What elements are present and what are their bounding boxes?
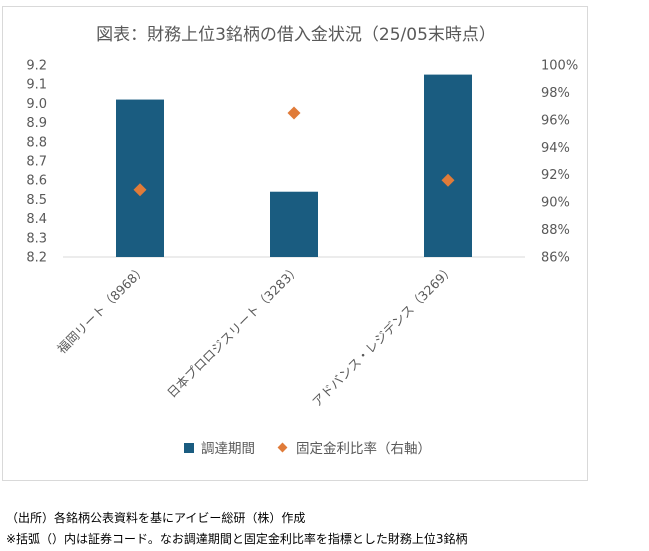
rate-marker	[133, 183, 147, 197]
left-tick-label: 8.6	[26, 174, 47, 189]
left-tick-label: 8.9	[26, 116, 47, 131]
left-tick-label: 8.4	[26, 212, 47, 227]
category-label: アドバンス・レジデンス（3269）	[309, 262, 457, 410]
legend-bar-swatch	[184, 443, 194, 453]
right-tick-label: 94%	[541, 141, 570, 156]
left-tick-label: 8.7	[26, 155, 47, 170]
legend-marker-label: 固定金利比率（右軸）	[296, 440, 431, 457]
legend: 調達期間 固定金利比率（右軸）	[184, 440, 431, 457]
right-tick-label: 96%	[541, 113, 570, 128]
left-tick-label: 8.2	[26, 251, 47, 266]
plot-area	[63, 74, 525, 258]
footnote: ※括弧（）内は証券コード。なお調達期間と固定金利比率を指標とした財務上位3銘柄	[6, 532, 468, 546]
left-axis: 8.2 8.3 8.4 8.5 8.6 8.7 8.8 8.9 9.0 9.1 9.2	[26, 59, 47, 266]
category-label: 日本プロロジスリート（3283）	[164, 262, 303, 401]
right-tick-label: 100%	[541, 59, 578, 74]
right-tick-label: 90%	[541, 196, 570, 211]
chart-canvas: 図表：財務上位3銘柄の借入金状況（25/05末時点） 8.28.38.48.58…	[26, 25, 578, 457]
rate-marker	[441, 173, 455, 187]
right-tick-label: 88%	[541, 223, 570, 238]
category-label: 福岡リート（8968）	[54, 262, 149, 357]
right-tick-label: 92%	[541, 168, 570, 183]
left-tick-label: 9.1	[26, 78, 47, 93]
bar	[424, 74, 472, 257]
left-tick-label: 8.3	[26, 231, 47, 246]
bar	[270, 191, 318, 257]
right-tick-label: 86%	[541, 251, 570, 266]
left-tick-label: 8.8	[26, 135, 47, 150]
bar	[116, 99, 164, 257]
category-labels: 福岡リート（8968） 日本プロロジスリート（3283） アドバンス・レジデンス（3…	[54, 262, 457, 410]
legend-bar-label: 調達期間	[201, 441, 255, 457]
source-note: （出所）各銘柄公表資料を基にアイビー総研（株）作成	[6, 511, 306, 525]
rate-marker	[287, 106, 301, 120]
right-tick-label: 98%	[541, 86, 570, 101]
legend-marker-swatch	[277, 442, 288, 453]
chart-frame: 図表：財務上位3銘柄の借入金状況（25/05末時点） 8.2 8.3 8.4 8.5 8…	[2, 6, 588, 481]
left-tick-label: 9.0	[26, 97, 47, 112]
left-tick-label: 9.2	[26, 59, 47, 74]
chart-title: 図表：財務上位3銘柄の借入金状況（25/05末時点）	[96, 25, 496, 45]
left-tick-label: 8.5	[26, 193, 47, 208]
right-axis: 86% 88% 90% 92% 94% 96% 98% 100%	[541, 59, 578, 266]
